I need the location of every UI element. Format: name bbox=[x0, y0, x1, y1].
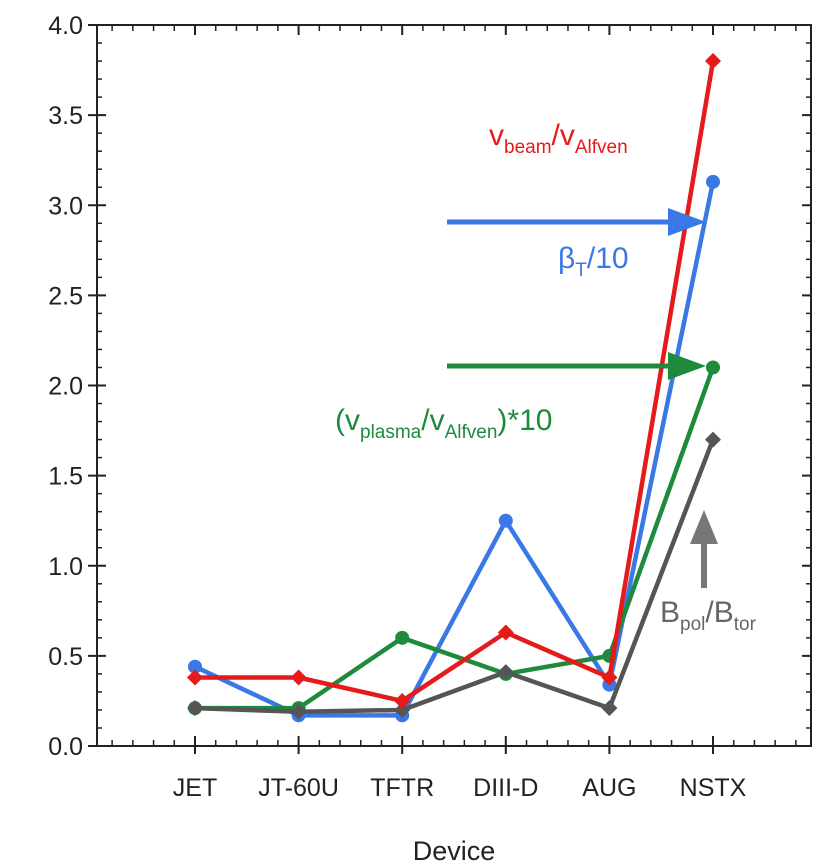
annotation-bratio-v2: B bbox=[714, 596, 734, 629]
data-point-vbeam bbox=[497, 624, 514, 641]
data-point-beta bbox=[188, 659, 202, 674]
annotation-bratio-sub2: tor bbox=[734, 614, 757, 635]
data-point-vbeam bbox=[601, 669, 618, 686]
y-tick-label: 0.5 bbox=[48, 643, 83, 671]
annotation-vbeam-sub2: Alfven bbox=[575, 137, 628, 158]
y-tick-label: 0.0 bbox=[48, 733, 83, 761]
annotation-vplasma-v2: v bbox=[430, 404, 445, 437]
annotation-bratio-v1: B bbox=[660, 596, 680, 629]
arrow-bratio bbox=[690, 510, 718, 588]
data-point-vplasma bbox=[706, 360, 720, 375]
arrow-vplasma bbox=[447, 352, 706, 380]
data-point-bratio bbox=[601, 700, 618, 717]
data-point-bratio bbox=[187, 700, 203, 717]
data-point-vbeam bbox=[187, 669, 203, 686]
series-line-bratio bbox=[194, 438, 716, 715]
annotation-bratio: Bpol/Btor bbox=[660, 596, 757, 635]
annotation-bratio-sep: / bbox=[705, 596, 714, 629]
series-line-vplasma bbox=[195, 366, 716, 711]
annotation-vbeam-v1: v bbox=[489, 119, 504, 152]
minor-ticks bbox=[97, 24, 811, 747]
annotation-beta-sub1: T bbox=[575, 260, 587, 281]
annotation-vplasma-sub1: plasma bbox=[360, 422, 422, 443]
x-axis-title: Device bbox=[413, 836, 496, 866]
x-tick-label: AUG bbox=[582, 774, 636, 802]
series-layer bbox=[187, 53, 721, 723]
y-tick-label: 2.5 bbox=[48, 282, 83, 310]
annotation-bratio-sub1: pol bbox=[680, 614, 705, 635]
annotation-vplasma-suffix: )*10 bbox=[497, 404, 552, 437]
y-tick-label: 4.0 bbox=[48, 12, 83, 40]
x-tick-label: NSTX bbox=[680, 774, 747, 802]
data-point-beta bbox=[706, 174, 720, 189]
annotation-vplasma-sub2: Alfven bbox=[445, 422, 498, 443]
y-axis: 0.0 0.5 1.0 1.5 2.0 2.5 3.0 3.5 4.0 bbox=[48, 12, 811, 761]
arrow-beta bbox=[447, 208, 706, 236]
x-tick-label: JET bbox=[173, 774, 217, 802]
x-tick-label: TFTR bbox=[370, 774, 434, 802]
annotation-vbeam-sub1: beam bbox=[504, 137, 552, 158]
annotation-vplasma-sep: / bbox=[421, 404, 430, 437]
annotation-vbeam-v2: v bbox=[560, 119, 575, 152]
y-tick-label: 2.0 bbox=[48, 373, 83, 401]
annotation-vplasma-v1: v bbox=[345, 404, 360, 437]
data-point-bratio bbox=[705, 431, 721, 448]
annotation-vbeam-sep: / bbox=[552, 119, 561, 152]
data-point-bratio bbox=[394, 701, 411, 718]
annotation-vplasma: (vplasma/vAlfven)*10 bbox=[335, 404, 552, 443]
x-tick-label: DIII-D bbox=[473, 774, 538, 802]
annotation-beta-v1: β bbox=[558, 242, 575, 275]
plot-frame bbox=[96, 24, 812, 747]
y-tick-label: 3.5 bbox=[48, 102, 83, 130]
annotation-beta-sep: /10 bbox=[587, 242, 629, 275]
annotation-vbeam: vbeam/vAlfven bbox=[489, 119, 628, 158]
x-axis: JET JT-60U TFTR DIII-D AUG NSTX bbox=[173, 25, 747, 802]
annotation-vplasma-prefix: ( bbox=[335, 404, 345, 437]
y-tick-label: 1.0 bbox=[48, 553, 83, 581]
data-point-vplasma bbox=[395, 630, 410, 645]
y-tick-label: 1.5 bbox=[48, 463, 83, 491]
y-tick-label: 3.0 bbox=[48, 192, 83, 220]
data-point-beta bbox=[498, 513, 513, 528]
data-point-vbeam bbox=[394, 692, 411, 709]
series-line-vbeam bbox=[195, 60, 716, 704]
annotation-beta: βT/10 bbox=[558, 242, 629, 281]
data-point-bratio bbox=[290, 703, 307, 720]
x-tick-label: JT-60U bbox=[258, 774, 339, 802]
data-point-vbeam bbox=[705, 53, 721, 70]
data-point-vbeam bbox=[290, 669, 307, 686]
data-point-bratio bbox=[497, 664, 514, 681]
